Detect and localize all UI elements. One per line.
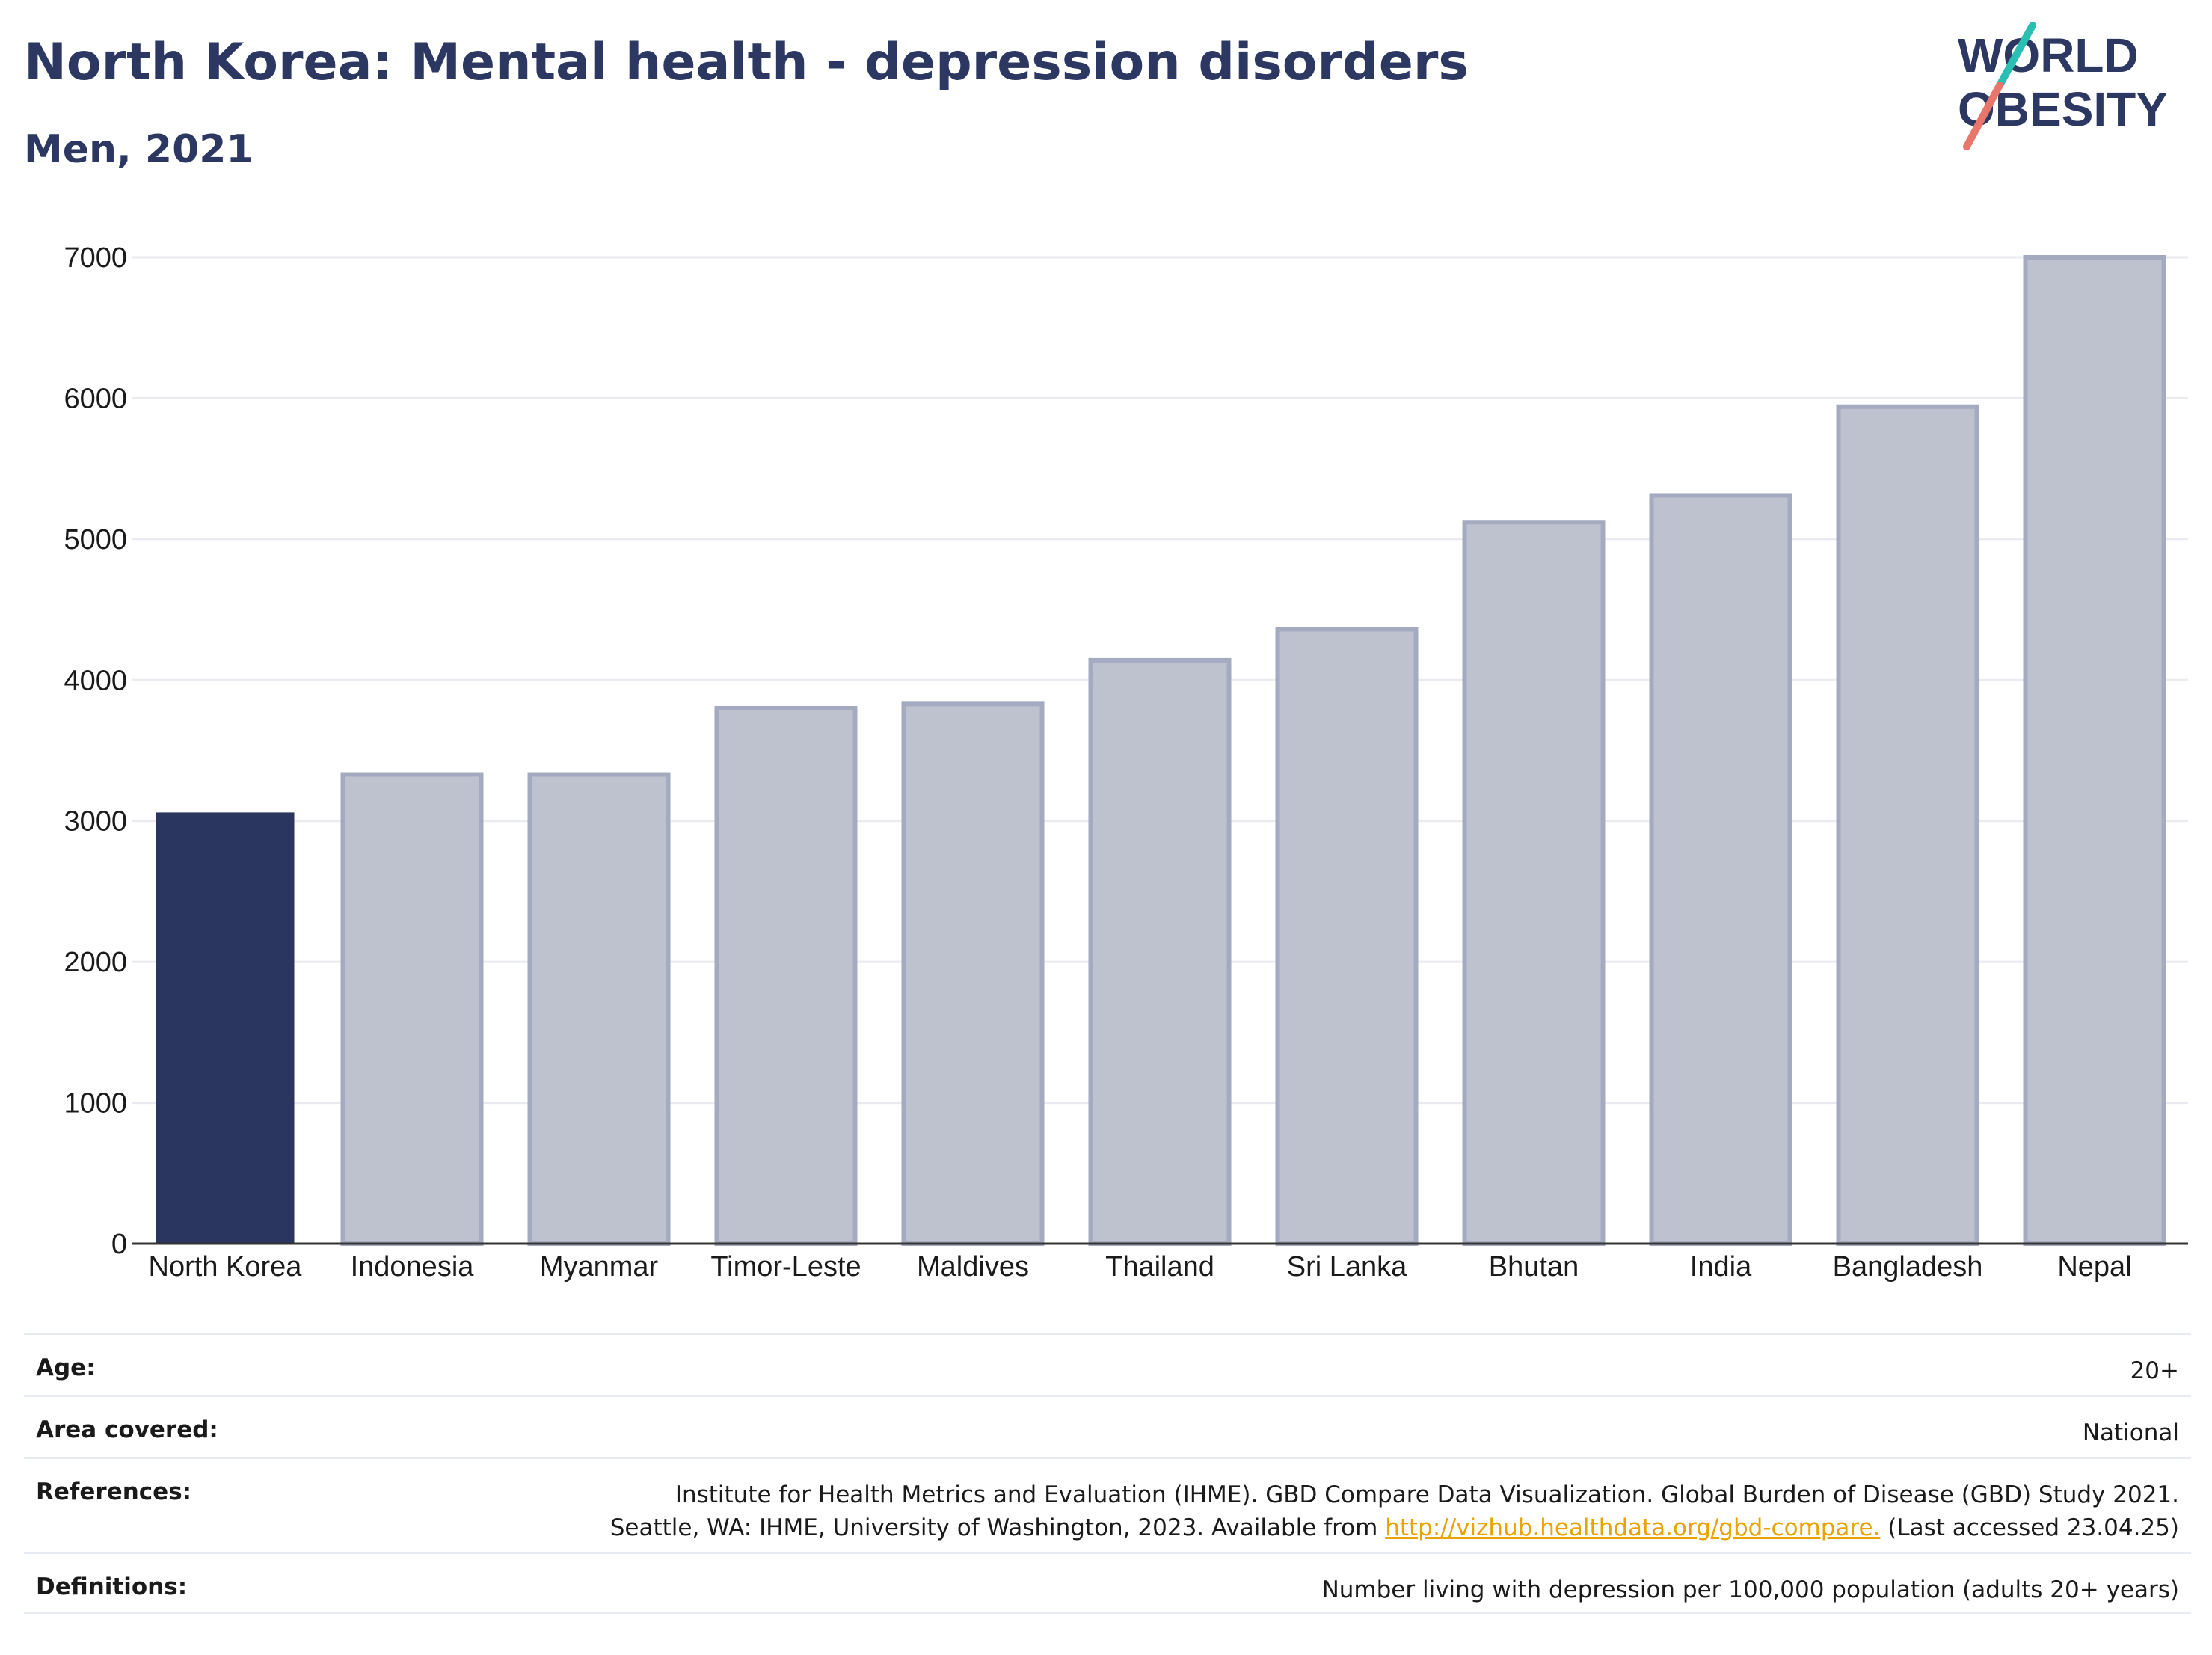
y-tick-label: 3000 [64, 806, 127, 838]
bar [527, 772, 671, 1246]
x-tick-label: North Korea [149, 1251, 303, 1283]
chart-footer: Age: 20+ Area covered: National Referenc… [24, 1333, 2191, 1614]
bar [1649, 493, 1792, 1246]
bar [1836, 404, 1979, 1247]
y-tick-label: 1000 [64, 1088, 127, 1120]
chart-title: North Korea: Mental health - depression … [24, 33, 1469, 92]
x-axis-labels: North Korea Indonesia Myanmar Timor-Leste Ma… [149, 1251, 2132, 1283]
footer-row-age: Age: 20+ [24, 1333, 2191, 1395]
area-label: Area covered: [36, 1416, 218, 1443]
logo-slash-teal [1996, 22, 2036, 89]
x-tick-label: India [1690, 1251, 1752, 1283]
x-tick-label: Sri Lanka [1287, 1251, 1407, 1283]
footer-row-definitions: Definitions: Number living with depressi… [24, 1552, 2191, 1614]
world-obesity-logo: WORLD OBESITY [1958, 22, 2168, 150]
definitions-label: Definitions: [36, 1573, 188, 1600]
y-axis-ticks: 0 1000 2000 3000 4000 5000 6000 7000 [64, 242, 127, 1260]
y-tick-label: 5000 [64, 524, 127, 556]
y-tick-label: 2000 [64, 947, 127, 978]
logo-line-1: WORLD [1958, 28, 2139, 82]
bars [156, 255, 2166, 1247]
logo-slash-coral [1963, 82, 2003, 150]
x-tick-label: Indonesia [351, 1251, 475, 1283]
definitions-value: Number living with depression per 100,00… [1321, 1576, 2179, 1603]
bar [1088, 657, 1232, 1246]
footer-row-area: Area covered: National [24, 1395, 2191, 1457]
x-tick-label: Thailand [1105, 1251, 1214, 1283]
x-tick-label: Maldives [917, 1251, 1029, 1283]
y-tick-label: 6000 [64, 383, 127, 414]
footer-row-references: References: Institute for Health Metrics… [24, 1457, 2191, 1552]
bar [2023, 255, 2166, 1246]
references-line-2-suffix: (Last accessed 23.04.25) [1880, 1514, 2179, 1541]
bar [1462, 520, 1606, 1246]
bar [340, 772, 484, 1246]
bar-chart: 0 1000 2000 3000 4000 5000 6000 7000 North Kore… [64, 242, 2188, 1283]
chart-subtitle: Men, 2021 [24, 127, 254, 172]
y-tick-label: 0 [111, 1229, 127, 1260]
area-value: National [2082, 1419, 2179, 1446]
age-value: 20+ [2130, 1357, 2179, 1384]
bar-highlighted [156, 812, 295, 1244]
x-tick-label: Bhutan [1489, 1251, 1579, 1283]
references-line-1: Institute for Health Metrics and Evaluat… [675, 1481, 2179, 1508]
bar [901, 701, 1045, 1246]
bar [714, 705, 858, 1246]
references-value: Institute for Health Metrics and Evaluat… [610, 1479, 2179, 1544]
x-tick-label: Timor-Leste [710, 1251, 861, 1283]
references-line-2-prefix: Seattle, WA: IHME, University of Washing… [609, 1514, 1386, 1541]
y-tick-label: 7000 [64, 242, 127, 274]
references-link[interactable]: http://vizhub.healthdata.org/gbd-compare… [1385, 1514, 1881, 1541]
y-tick-label: 4000 [64, 665, 127, 696]
x-tick-label: Nepal [2057, 1251, 2131, 1283]
x-tick-label: Myanmar [540, 1251, 659, 1283]
age-label: Age: [36, 1354, 96, 1381]
references-label: References: [36, 1479, 192, 1505]
bar [1275, 627, 1419, 1246]
x-tick-label: Bangladesh [1833, 1251, 1983, 1283]
